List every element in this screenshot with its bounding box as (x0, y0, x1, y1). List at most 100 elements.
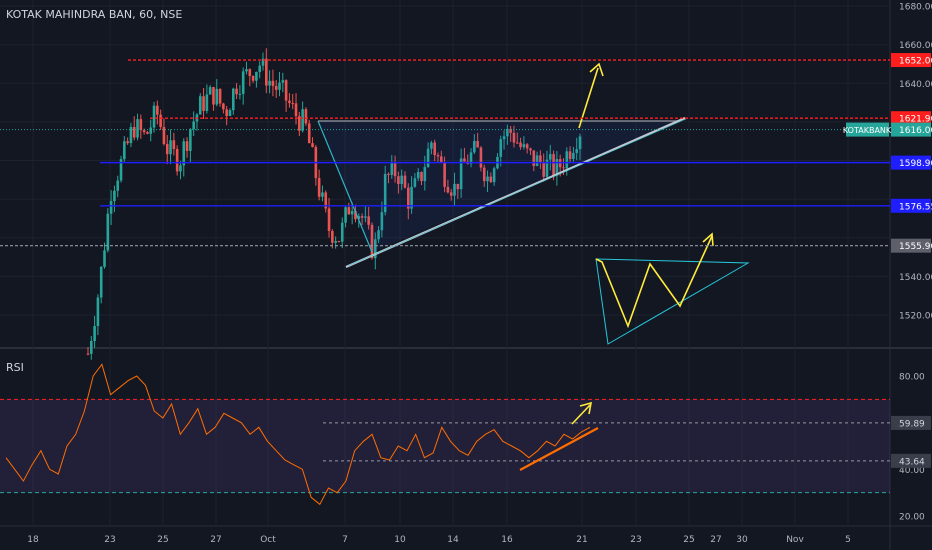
candle-body (459, 158, 463, 190)
candle-body (364, 216, 367, 218)
time-tick-label: 18 (27, 535, 39, 545)
candle-body (426, 148, 430, 168)
candle-body (119, 159, 123, 181)
candle-body (568, 151, 572, 160)
price-tick-label: 1660.00 (899, 41, 932, 51)
time-tick-label: 27 (710, 535, 721, 545)
level-label-box (891, 155, 931, 170)
candle-body (360, 216, 364, 218)
candle-body (525, 144, 529, 149)
level-label-support-2: 1576.55 (899, 202, 932, 212)
candle-body (443, 162, 446, 187)
candle-body (552, 154, 555, 176)
candle-body (380, 212, 384, 231)
candle-body (347, 207, 351, 215)
rsi-series (5, 363, 591, 506)
price-tick-label: 1640.00 (899, 80, 932, 90)
candle-body (482, 167, 486, 182)
candle-body (126, 141, 129, 144)
level-label-support-1: 1598.90 (899, 159, 932, 169)
level-labels: 1652.00 1621.90 1598.90 1576.55 1555.90 1616.… (843, 53, 932, 253)
level-label-box (891, 53, 931, 68)
candle-body (321, 192, 324, 197)
candle-body (103, 250, 106, 267)
candle-body (106, 213, 110, 251)
candle-body (486, 176, 489, 182)
candle-body (532, 150, 536, 166)
schematic-zigzag (595, 235, 713, 329)
rsi-tick-label: 40.00 (899, 466, 925, 476)
candle-body (238, 93, 242, 95)
candle-body (298, 116, 301, 131)
candle-body (410, 186, 413, 209)
candle-body (149, 127, 153, 134)
candle-body (136, 119, 139, 138)
candle-body (291, 103, 295, 105)
rsi-arrow-head (579, 401, 593, 415)
candle-body (572, 152, 575, 160)
time-tick-label: Oct (260, 535, 276, 545)
candle-body (337, 241, 341, 243)
candle-body (159, 114, 162, 128)
candle-body (370, 224, 374, 259)
candle-body (258, 65, 262, 72)
candle-body (215, 88, 219, 105)
candle-body (288, 100, 291, 104)
breakout-arrow-head (589, 62, 604, 77)
candle-body (228, 110, 232, 117)
candle-body (433, 142, 437, 156)
candle-body (430, 142, 433, 149)
time-tick-label: 16 (501, 535, 513, 545)
candle-body (142, 130, 146, 133)
candle-body (139, 119, 143, 131)
candle-body (202, 96, 205, 111)
rsi-value-label: 59.89 (899, 419, 925, 429)
candle-body (463, 158, 466, 162)
time-tick-label: 23 (630, 535, 641, 545)
rsi-value-box (891, 453, 931, 468)
price-levels (0, 59, 890, 247)
candle-body (578, 136, 582, 150)
last-price-box (891, 122, 931, 137)
level-label-box (891, 198, 931, 213)
candle-body (506, 128, 509, 137)
candle-body (113, 190, 116, 202)
level-label-resistance-top: 1652.00 (899, 57, 932, 67)
candle-body (265, 58, 268, 86)
candle-body (565, 151, 569, 169)
price-tick-label: 1680.00 (899, 3, 932, 13)
triangle-fill (318, 121, 680, 252)
rsi-tick-label: 80.00 (899, 373, 925, 383)
candle-body (146, 132, 149, 134)
candle-body (294, 103, 298, 117)
candle-body (387, 173, 390, 175)
candle-body (222, 103, 225, 110)
candle-body (268, 80, 271, 86)
candle-body (284, 80, 288, 101)
candle-body (416, 172, 420, 179)
candle-body (397, 176, 400, 185)
candle-body (179, 165, 182, 172)
candle-body (96, 297, 100, 327)
candle-body (406, 187, 410, 209)
time-tick-label: 14 (447, 535, 459, 545)
candle-body (208, 87, 212, 95)
candle-body (271, 80, 275, 86)
candle-body (545, 159, 549, 177)
candle-body (116, 180, 120, 191)
candle-body (340, 222, 344, 242)
candle-body (535, 155, 539, 166)
candle-body (307, 123, 311, 144)
candle-body (393, 162, 397, 177)
time-tick-label: 27 (210, 535, 221, 545)
candle-body (449, 192, 453, 196)
candle-body (109, 201, 113, 214)
candle-body (453, 183, 456, 196)
candle-body (469, 152, 473, 164)
candle-body (205, 94, 209, 111)
candle-body (162, 127, 166, 144)
candle-body (225, 109, 228, 117)
candle-body (519, 142, 522, 148)
candle-body (509, 128, 512, 133)
candle-body (350, 210, 354, 215)
